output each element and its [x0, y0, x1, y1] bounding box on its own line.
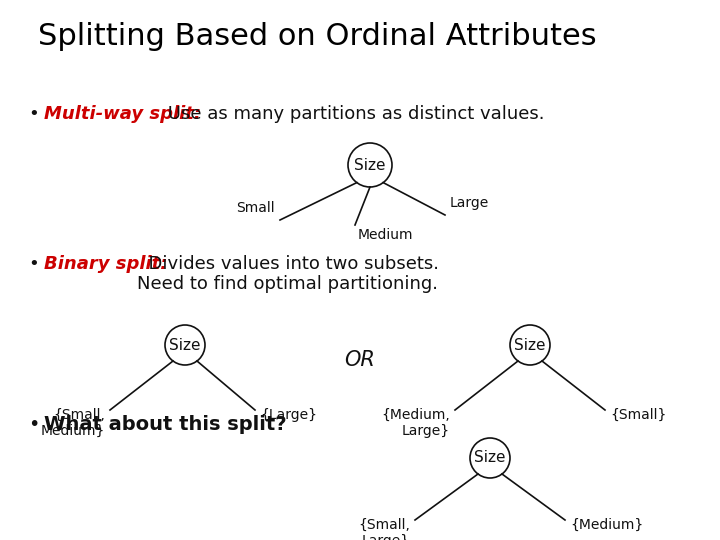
Text: Medium: Medium	[358, 228, 413, 242]
Text: Need to find optimal partitioning.: Need to find optimal partitioning.	[137, 275, 438, 293]
Text: {Medium}: {Medium}	[570, 518, 643, 532]
Text: Large: Large	[450, 196, 490, 210]
Text: Multi-way split:: Multi-way split:	[44, 105, 201, 123]
Text: Size: Size	[354, 158, 386, 172]
Text: Size: Size	[169, 338, 201, 353]
Text: Divides values into two subsets.: Divides values into two subsets.	[137, 255, 439, 273]
Text: Splitting Based on Ordinal Attributes: Splitting Based on Ordinal Attributes	[38, 22, 597, 51]
Text: Size: Size	[474, 450, 505, 465]
Text: •: •	[28, 415, 40, 434]
Text: {Medium,
Large}: {Medium, Large}	[382, 408, 450, 438]
Text: {Small,
Large}: {Small, Large}	[358, 518, 410, 540]
Text: What about this split?: What about this split?	[44, 415, 287, 434]
Text: Binary split:: Binary split:	[44, 255, 168, 273]
Text: Size: Size	[514, 338, 546, 353]
Text: Small: Small	[236, 201, 275, 215]
Text: •: •	[28, 255, 39, 273]
Text: •: •	[28, 105, 39, 123]
Text: {Large}: {Large}	[260, 408, 317, 422]
Text: {Small,
Medium}: {Small, Medium}	[40, 408, 105, 438]
Text: Use as many partitions as distinct values.: Use as many partitions as distinct value…	[162, 105, 544, 123]
Text: {Small}: {Small}	[610, 408, 667, 422]
Text: OR: OR	[345, 350, 375, 370]
